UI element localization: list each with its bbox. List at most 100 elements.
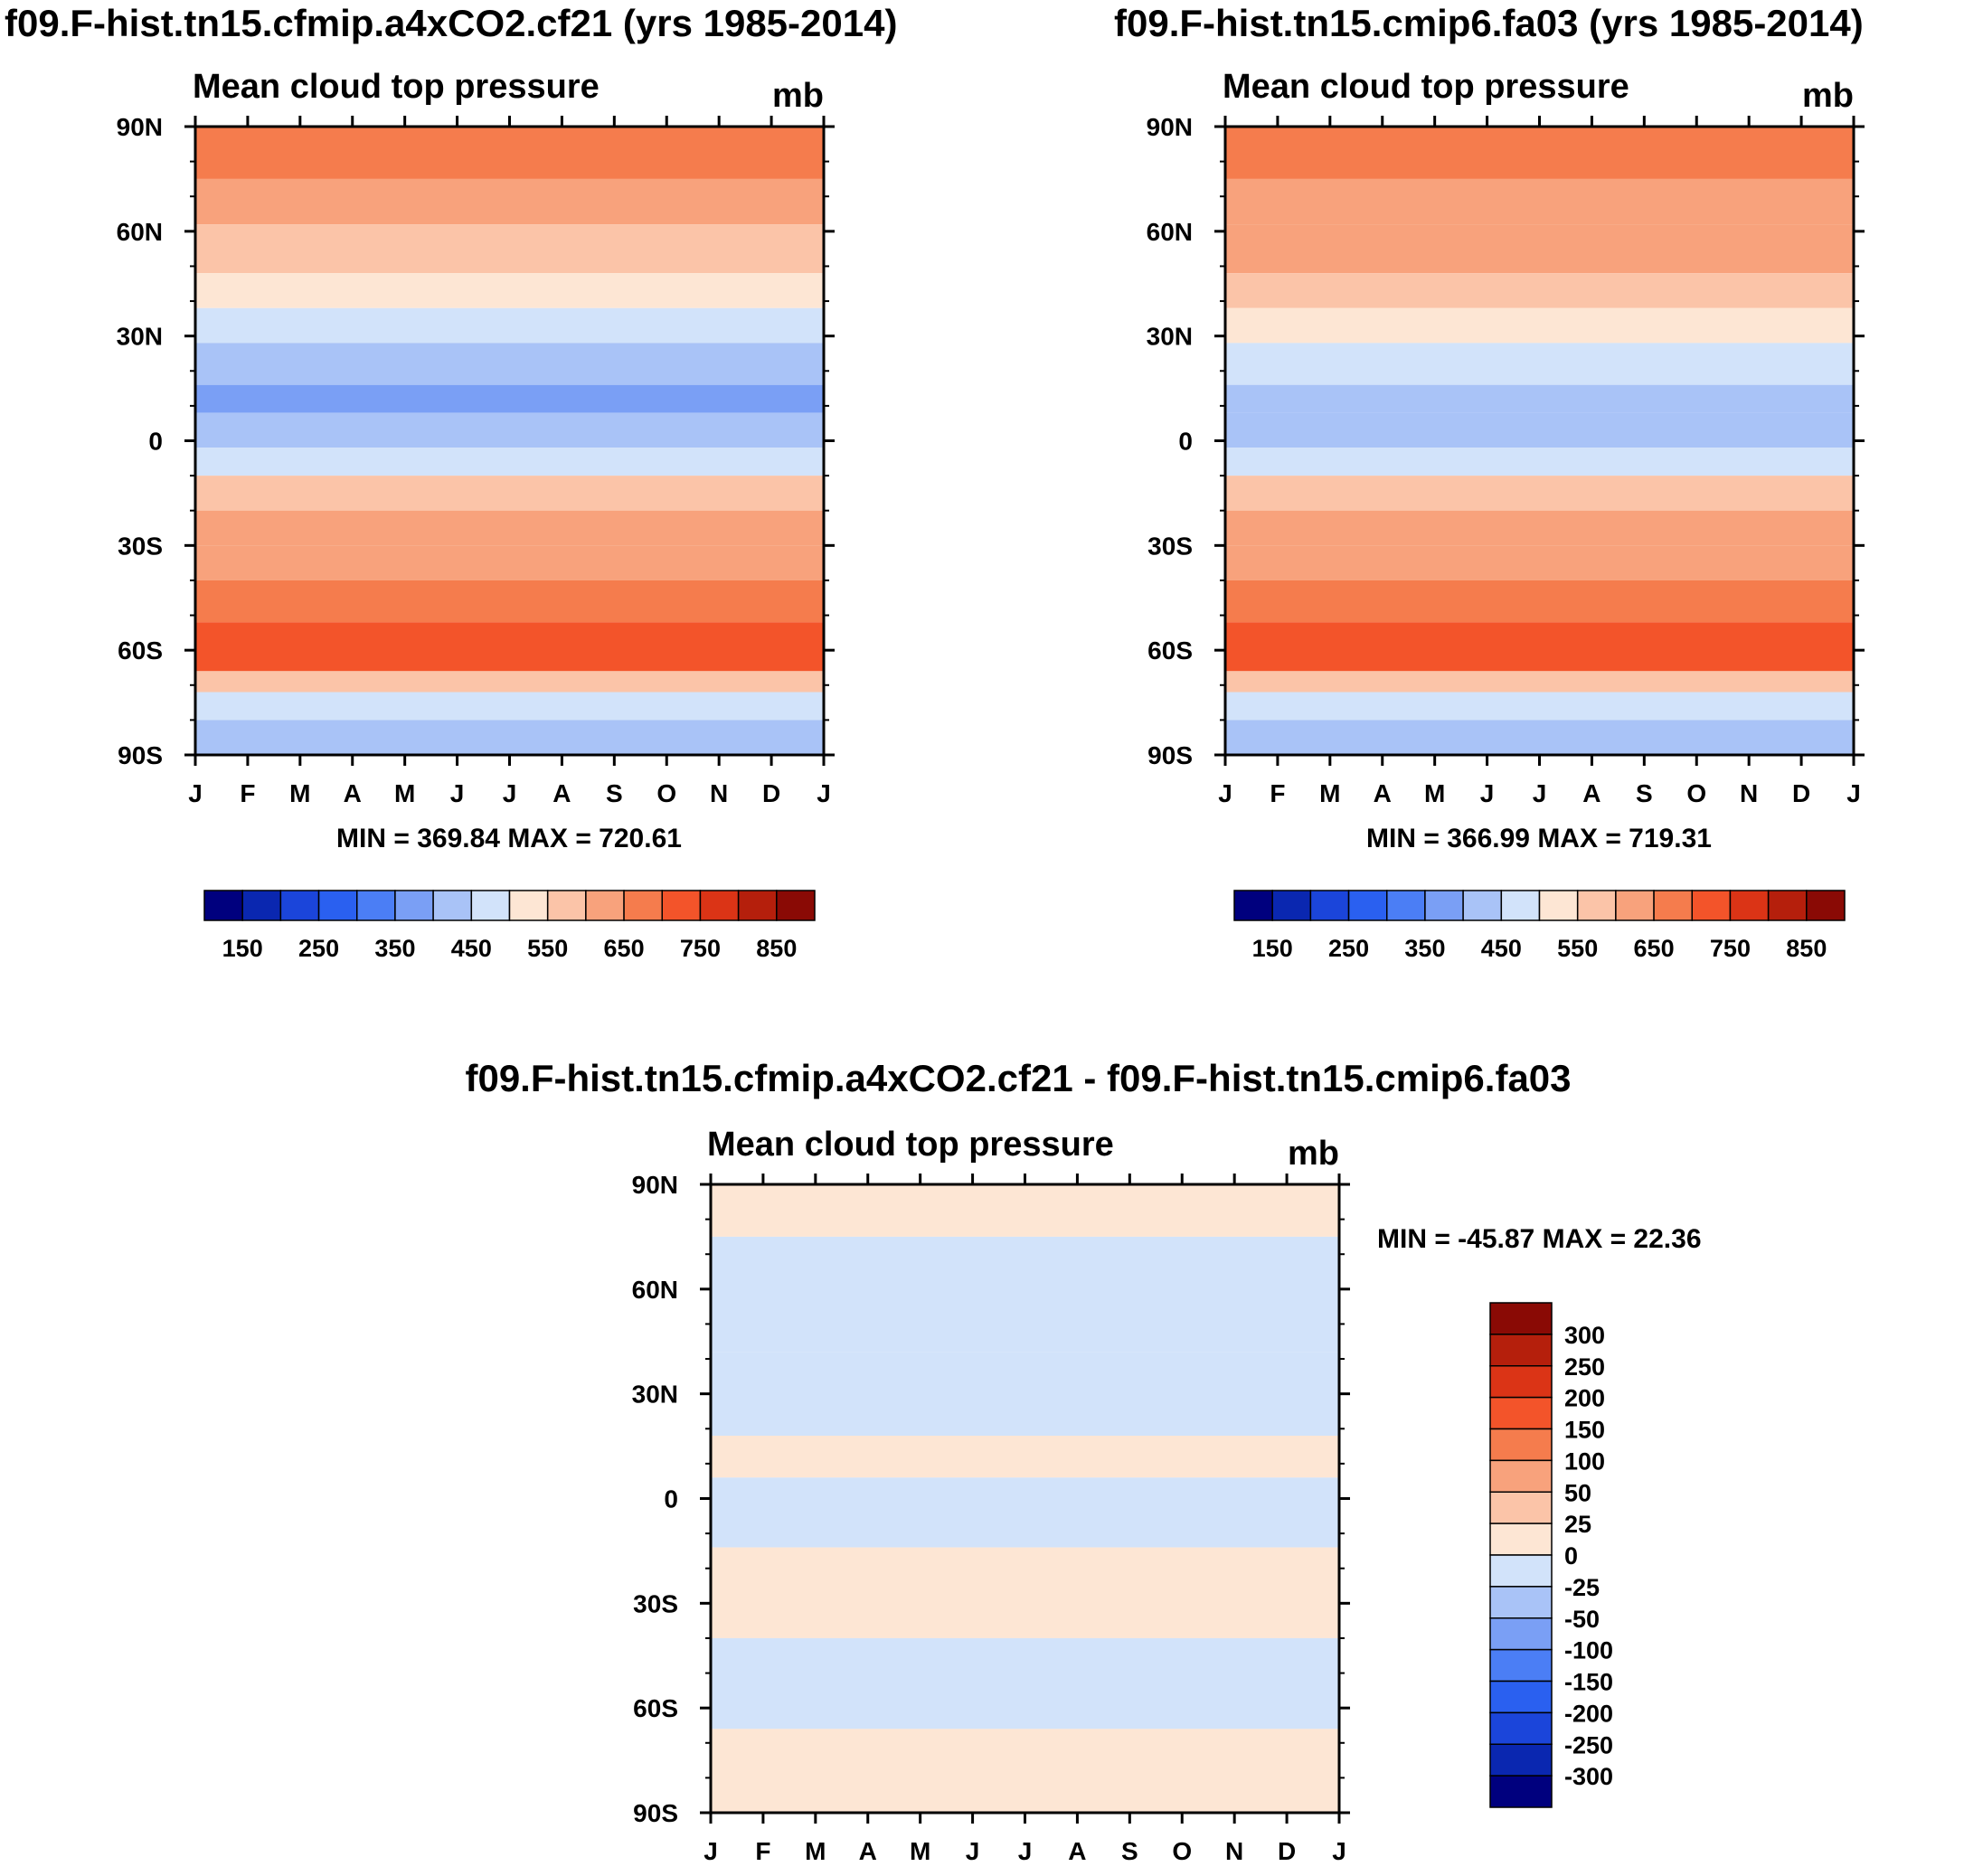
colorbar-swatch	[356, 890, 396, 921]
colorbar-swatch	[1615, 890, 1655, 921]
panel-difference: f09.F-hist.tn15.cfmip.a4xCO2.cf21 - f09.…	[465, 1057, 1701, 1865]
colorbar-label: 250	[1564, 1353, 1605, 1381]
colorbar-swatch	[1489, 1554, 1553, 1588]
colorbar-swatch	[699, 890, 740, 921]
y-tick-label: 0	[148, 428, 163, 456]
colorbar-label: 450	[1481, 935, 1522, 962]
colorbar-label: -100	[1564, 1637, 1613, 1664]
x-tick-label: N	[1740, 779, 1758, 807]
x-tick-label: J	[1332, 1837, 1346, 1865]
x-tick-label: D	[1792, 779, 1810, 807]
lat-band	[195, 127, 824, 179]
colorbar-label: 850	[756, 935, 797, 962]
colorbar-swatch	[1489, 1334, 1553, 1367]
colorbar: 30025020015010050250-25-50-100-150-200-2…	[1489, 1302, 1613, 1808]
x-tick-label: M	[910, 1837, 930, 1865]
x-tick-label: F	[240, 779, 255, 807]
colorbar-swatch	[1489, 1775, 1553, 1808]
colorbar-label: 150	[1564, 1417, 1605, 1444]
colorbar-label: -200	[1564, 1700, 1613, 1727]
x-tick-label: M	[394, 779, 415, 807]
colorbar-swatch	[585, 890, 625, 921]
colorbar-swatch	[470, 890, 511, 921]
y-tick-label: 30S	[1147, 532, 1193, 560]
x-tick-label: A	[1374, 779, 1392, 807]
x-tick-label: J	[703, 1837, 718, 1865]
colorbar-swatch	[1424, 890, 1464, 921]
colorbar-label: -150	[1564, 1669, 1613, 1696]
x-tick-label: J	[1846, 779, 1861, 807]
x-tick-label: O	[1172, 1837, 1192, 1865]
colorbar-swatch	[1489, 1365, 1553, 1399]
x-tick-label: A	[1582, 779, 1600, 807]
y-tick-label: 90S	[118, 741, 163, 769]
colorbar-swatch	[1233, 890, 1273, 921]
colorbar-label: 250	[298, 935, 339, 962]
colorbar-label: 650	[604, 935, 645, 962]
y-tick-label: 60N	[117, 218, 163, 246]
panel-subtitle: Mean cloud top pressure	[193, 68, 600, 106]
x-tick-label: M	[1319, 779, 1340, 807]
colorbar-swatch	[1489, 1396, 1553, 1430]
lat-band	[1225, 224, 1854, 274]
colorbar-label: 50	[1564, 1479, 1591, 1506]
min-max-stats: MIN = -45.87 MAX = 22.36	[1377, 1224, 1702, 1254]
colorbar-label: 750	[1710, 935, 1751, 962]
lat-band	[195, 448, 824, 476]
colorbar-swatch	[1500, 890, 1541, 921]
lat-band	[711, 1352, 1339, 1436]
lat-band	[195, 510, 824, 546]
lat-band	[711, 1637, 1339, 1730]
lat-band	[1225, 343, 1854, 385]
lat-band	[1225, 476, 1854, 511]
y-tick-label: 90N	[632, 1171, 678, 1199]
y-tick-label: 90S	[633, 1799, 678, 1827]
x-tick-label: F	[755, 1837, 770, 1865]
colorbar-swatch	[203, 890, 243, 921]
x-tick-label: A	[859, 1837, 877, 1865]
min-max-stats: MIN = 366.99 MAX = 719.31	[1366, 824, 1712, 853]
x-tick-label: J	[817, 779, 831, 807]
lat-band	[195, 224, 824, 274]
colorbar-label: 200	[1564, 1385, 1605, 1412]
y-tick-label: 30S	[118, 532, 163, 560]
colorbar-swatch	[1489, 1428, 1553, 1462]
lat-band	[195, 412, 824, 448]
colorbar-label: 250	[1328, 935, 1369, 962]
lat-band	[195, 720, 824, 755]
y-tick-label: 90N	[117, 113, 163, 141]
colorbar-label: 150	[1252, 935, 1293, 962]
lat-band	[195, 384, 824, 413]
x-tick-label: M	[1424, 779, 1445, 807]
y-tick-label: 60N	[632, 1276, 678, 1304]
x-tick-label: M	[805, 1837, 826, 1865]
min-max-stats: MIN = 369.84 MAX = 720.61	[336, 824, 682, 853]
lat-band	[1225, 448, 1854, 476]
colorbar-swatch	[1271, 890, 1312, 921]
colorbar-swatch	[1489, 1743, 1553, 1777]
colorbar-swatch	[241, 890, 282, 921]
colorbar-label: 100	[1564, 1447, 1605, 1475]
panel-title: f09.F-hist.tn15.cfmip.a4xCO2.cf21 (yrs 1…	[5, 2, 897, 44]
x-tick-label: J	[1533, 779, 1547, 807]
lat-band	[1225, 720, 1854, 755]
colorbar-swatch	[737, 890, 778, 921]
colorbar-swatch	[394, 890, 434, 921]
lat-band	[195, 476, 824, 511]
x-tick-label: J	[188, 779, 203, 807]
x-tick-label: A	[552, 779, 571, 807]
colorbar-label: 25	[1564, 1511, 1591, 1538]
colorbar-label: 750	[680, 935, 721, 962]
colorbar-swatch	[1806, 890, 1846, 921]
y-tick-label: 30N	[632, 1381, 678, 1409]
x-tick-label: J	[1018, 1837, 1033, 1865]
lat-band	[195, 692, 824, 721]
lat-band	[195, 545, 824, 580]
units-label: mb	[1802, 77, 1854, 115]
x-tick-label: F	[1270, 779, 1285, 807]
colorbar-swatch	[1489, 1491, 1553, 1524]
x-tick-label: D	[1278, 1837, 1296, 1865]
lat-band	[195, 178, 824, 225]
panel-subtitle: Mean cloud top pressure	[1223, 68, 1629, 106]
colorbar-swatch	[661, 890, 702, 921]
